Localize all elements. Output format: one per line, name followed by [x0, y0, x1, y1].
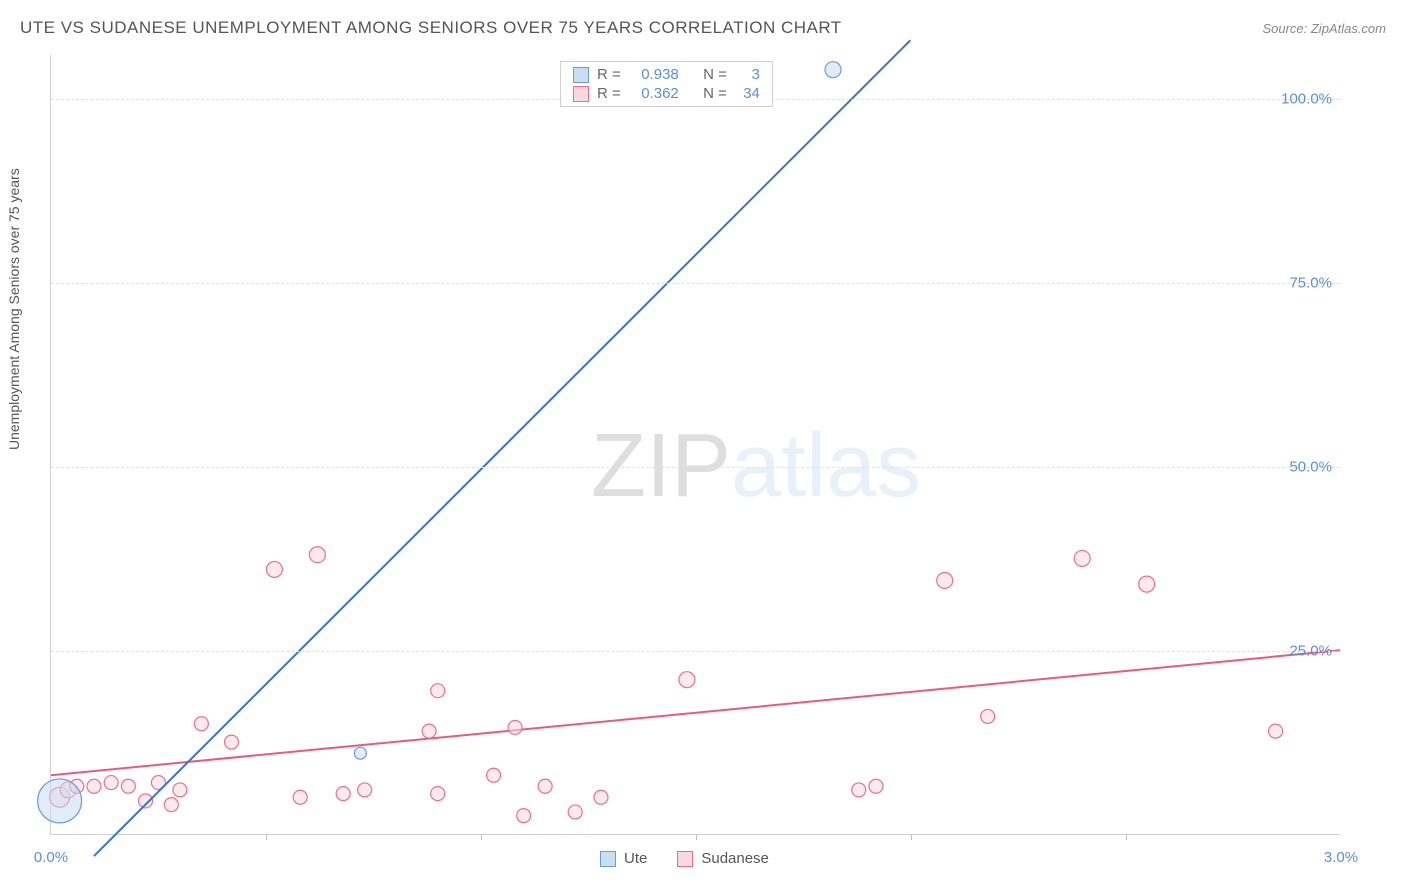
ute-legend-swatch-icon: [600, 851, 616, 867]
y-tick-label: 25.0%: [1289, 643, 1332, 660]
r-value: 0.362: [629, 85, 679, 102]
sudanese-data-point: [1139, 576, 1155, 592]
y-tick-label: 75.0%: [1289, 275, 1332, 292]
sudanese-swatch-icon: [573, 86, 589, 102]
x-tick-label: 0.0%: [34, 849, 68, 866]
sudanese-data-point: [336, 787, 350, 801]
sudanese-data-point: [309, 547, 325, 563]
sudanese-data-point: [358, 783, 372, 797]
bottom-legend: Ute Sudanese: [600, 850, 769, 867]
x-minor-tick: [696, 834, 697, 840]
source-prefix: Source:: [1262, 21, 1310, 36]
sudanese-data-point: [869, 779, 883, 793]
r-label: R =: [597, 85, 621, 102]
y-tick-label: 50.0%: [1289, 459, 1332, 476]
r-value: 0.938: [629, 66, 679, 83]
x-minor-tick: [1126, 834, 1127, 840]
sudanese-data-point: [981, 709, 995, 723]
sudanese-data-point: [266, 561, 282, 577]
legend-label: Sudanese: [701, 850, 769, 867]
ute-trend-line: [94, 40, 910, 856]
stats-legend-box: R = 0.938 N = 3 R = 0.362 N = 34: [560, 61, 773, 107]
sudanese-data-point: [173, 783, 187, 797]
sudanese-data-point: [104, 776, 118, 790]
n-label: N =: [703, 66, 727, 83]
r-label: R =: [597, 66, 621, 83]
sudanese-data-point: [508, 720, 522, 734]
n-label: N =: [703, 85, 727, 102]
ute-data-point: [825, 62, 841, 78]
sudanese-data-point: [422, 724, 436, 738]
chart-source: Source: ZipAtlas.com: [1262, 21, 1386, 36]
chart-title: UTE VS SUDANESE UNEMPLOYMENT AMONG SENIO…: [20, 18, 842, 38]
sudanese-trend-line: [51, 650, 1340, 775]
sudanese-data-point: [538, 779, 552, 793]
n-value: 34: [735, 85, 760, 102]
stats-row-ute: R = 0.938 N = 3: [573, 66, 760, 83]
sudanese-data-point: [679, 672, 695, 688]
gridline-horizontal: [51, 467, 1340, 468]
chart-plot-area: ZIPatlas 25.0%50.0%75.0%100.0%0.0%3.0%: [50, 55, 1340, 835]
sudanese-data-point: [87, 779, 101, 793]
x-minor-tick: [266, 834, 267, 840]
n-value: 3: [735, 66, 760, 83]
sudanese-data-point: [194, 717, 208, 731]
ute-data-point: [38, 779, 82, 823]
stats-row-sudanese: R = 0.362 N = 34: [573, 85, 760, 102]
sudanese-data-point: [487, 768, 501, 782]
legend-item-ute: Ute: [600, 850, 647, 867]
x-minor-tick: [481, 834, 482, 840]
sudanese-data-point: [1269, 724, 1283, 738]
chart-svg: [51, 55, 1340, 834]
chart-header: UTE VS SUDANESE UNEMPLOYMENT AMONG SENIO…: [20, 18, 1386, 38]
gridline-horizontal: [51, 283, 1340, 284]
sudanese-data-point: [568, 805, 582, 819]
sudanese-data-point: [224, 735, 238, 749]
sudanese-data-point: [293, 790, 307, 804]
gridline-horizontal: [51, 651, 1340, 652]
legend-item-sudanese: Sudanese: [677, 850, 769, 867]
sudanese-data-point: [1074, 550, 1090, 566]
x-tick-label: 3.0%: [1324, 849, 1358, 866]
sudanese-data-point: [164, 798, 178, 812]
ute-data-point: [354, 747, 366, 759]
y-axis-label: Unemployment Among Seniors over 75 years: [6, 168, 22, 450]
sudanese-data-point: [431, 684, 445, 698]
sudanese-legend-swatch-icon: [677, 851, 693, 867]
source-name: ZipAtlas.com: [1311, 21, 1386, 36]
legend-label: Ute: [624, 850, 647, 867]
ute-swatch-icon: [573, 67, 589, 83]
sudanese-data-point: [852, 783, 866, 797]
x-minor-tick: [911, 834, 912, 840]
sudanese-data-point: [517, 809, 531, 823]
y-tick-label: 100.0%: [1281, 91, 1332, 108]
sudanese-data-point: [121, 779, 135, 793]
sudanese-data-point: [937, 572, 953, 588]
sudanese-data-point: [594, 790, 608, 804]
sudanese-data-point: [431, 787, 445, 801]
